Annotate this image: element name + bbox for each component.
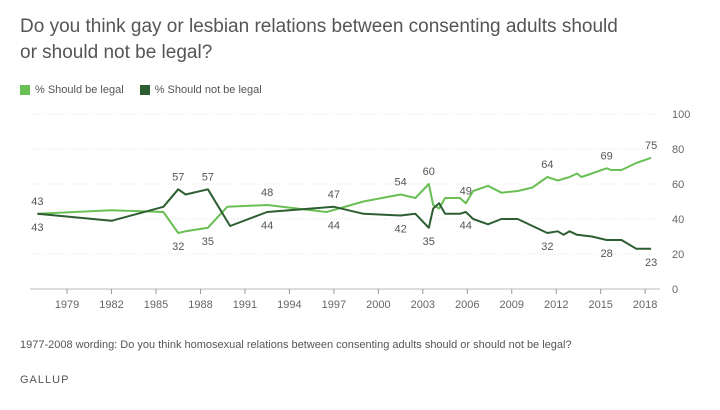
data-label: 42 (394, 224, 406, 236)
data-label: 32 (172, 241, 184, 253)
legend-swatch-legal (20, 85, 30, 95)
x-tick-label: 2003 (411, 299, 435, 311)
legend-label-not-legal: % Should not be legal (154, 84, 262, 96)
data-label: 23 (645, 257, 657, 269)
y-tick-label: 40 (672, 214, 684, 226)
legend-item-not-legal: % Should not be legal (139, 84, 262, 96)
data-label: 32 (541, 241, 553, 253)
x-tick-label: 2015 (588, 299, 612, 311)
data-label: 48 (261, 187, 273, 199)
data-label: 75 (645, 140, 657, 152)
data-label: 69 (601, 150, 613, 162)
data-label: 49 (460, 185, 472, 197)
x-tick-label: 2006 (455, 299, 479, 311)
footnote: 1977-2008 wording: Do you think homosexu… (20, 339, 572, 351)
legend-label-legal: % Should be legal (35, 84, 124, 96)
data-label: 44 (460, 220, 472, 232)
y-tick-label: 60 (672, 179, 684, 191)
series-line-not-legal (37, 188, 652, 250)
source-label: GALLUP (20, 374, 70, 386)
y-tick-label: 20 (672, 249, 684, 261)
chart-title: Do you think gay or lesbian relations be… (20, 16, 618, 63)
x-tick-label: 1988 (188, 299, 212, 311)
y-tick-label: 100 (672, 109, 690, 121)
x-tick-label: 2009 (500, 299, 524, 311)
data-label: 43 (31, 222, 43, 234)
series-line-legal (37, 156, 652, 234)
y-tick-label: 0 (672, 284, 678, 296)
legend-swatch-not-legal (139, 85, 150, 95)
x-tick-label: 1979 (55, 299, 79, 311)
data-label: 35 (202, 236, 214, 248)
legend: % Should be legal % Should not be legal (20, 84, 262, 96)
y-tick-label: 80 (672, 144, 684, 156)
x-tick-label: 1991 (233, 299, 257, 311)
data-label: 43 (31, 196, 43, 208)
x-tick-label: 2018 (633, 299, 657, 311)
x-tick-label: 1982 (99, 299, 123, 311)
x-tick-label: 1985 (144, 299, 168, 311)
x-tick-label: 1997 (322, 299, 346, 311)
x-tick-label: 2000 (366, 299, 390, 311)
data-label: 57 (172, 171, 184, 183)
data-label: 60 (423, 166, 435, 178)
data-label: 44 (261, 220, 273, 232)
data-label: 47 (328, 189, 340, 201)
x-tick-label: 1994 (277, 299, 301, 311)
data-label: 64 (541, 159, 553, 171)
data-label: 57 (202, 171, 214, 183)
data-label: 35 (423, 236, 435, 248)
data-label: 54 (394, 177, 406, 189)
data-label: 44 (328, 220, 340, 232)
x-tick-label: 2012 (544, 299, 568, 311)
data-label: 28 (601, 248, 613, 260)
legend-item-legal: % Should be legal (20, 84, 124, 96)
line-chart: 0 20 40 60 80 100 1979 1982 1985 1988 1991 1994 1997… (30, 109, 690, 311)
